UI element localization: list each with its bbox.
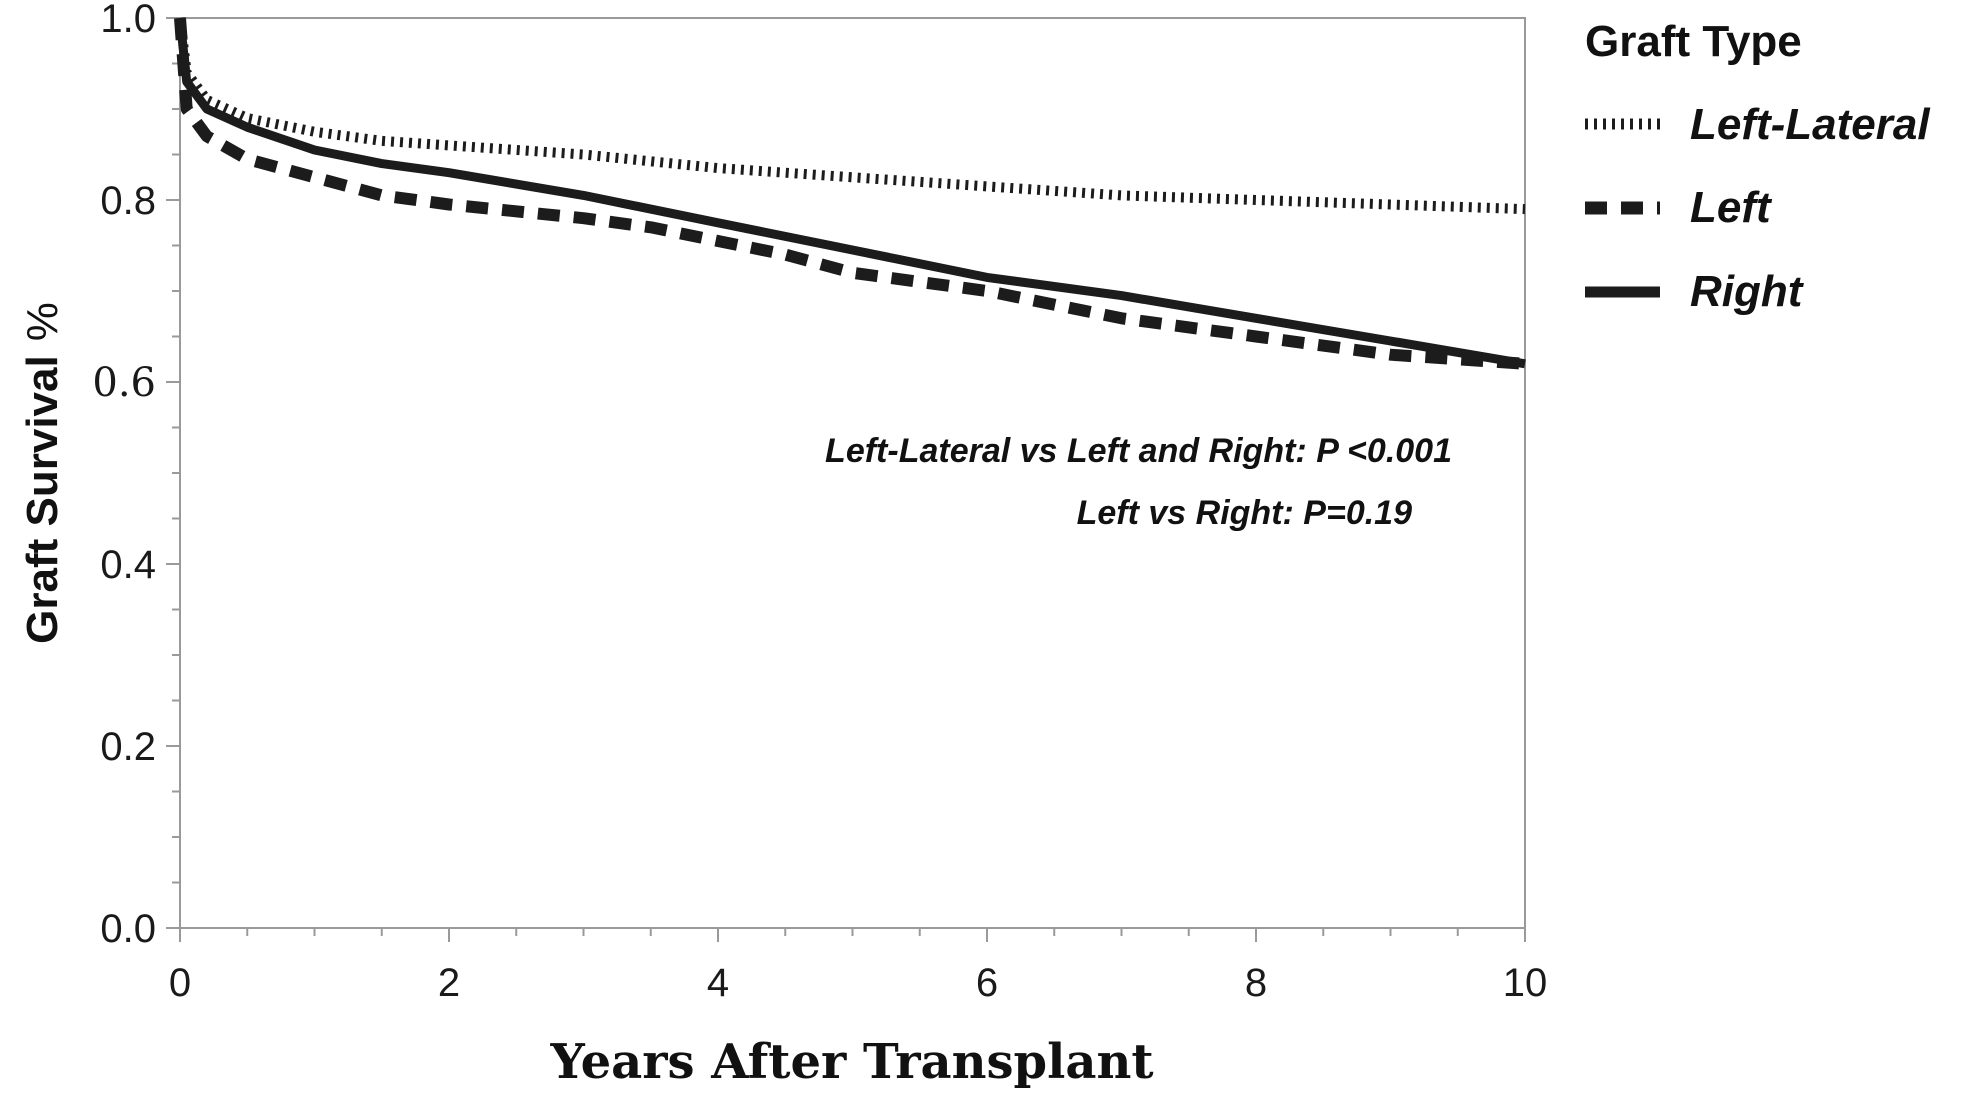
series-line-right [175,17,1526,369]
legend-label-left: Left [1690,183,1773,232]
plot-frame [179,17,1526,929]
y-tick-label: 0.4 [100,543,156,587]
legend-label-left-lateral: Left-Lateral [1690,100,1930,149]
series-line-left-lateral [175,17,1526,215]
x-tick-label: 0 [169,961,191,1005]
y-tick-label: 0.2 [100,725,156,769]
y-tick-label: 1.0 [100,0,156,41]
y-tick-label: 0.6 [92,360,156,406]
legend-title: Graft Type [1585,17,1802,66]
y-tick-label: 0.0 [100,907,156,951]
x-axis-label: Years After Transplant [549,1034,1153,1090]
x-tick-label: 10 [1503,961,1548,1005]
x-tick-label: 4 [707,961,729,1005]
x-tick-label: 2 [438,961,460,1005]
annotation-p-value-1: Left-Lateral vs Left and Right: P <0.001 [825,432,1452,470]
legend: Graft Type Left-Lateral Left Right [1585,17,1930,316]
x-tick-label: 6 [976,961,998,1005]
legend-label-right: Right [1690,267,1805,316]
y-axis-label: Graft Survival% [18,302,67,644]
annotation-p-value-2: Left vs Right: P=0.19 [1077,494,1412,532]
axis-ticks: 0.0 0.2 0.4 0.6 0.8 1.0 0 2 4 6 8 10 [92,0,1547,1005]
series-line-left [174,17,1526,370]
series-lines [174,17,1526,370]
x-tick-label: 8 [1245,961,1267,1005]
y-tick-label: 0.8 [100,179,156,223]
